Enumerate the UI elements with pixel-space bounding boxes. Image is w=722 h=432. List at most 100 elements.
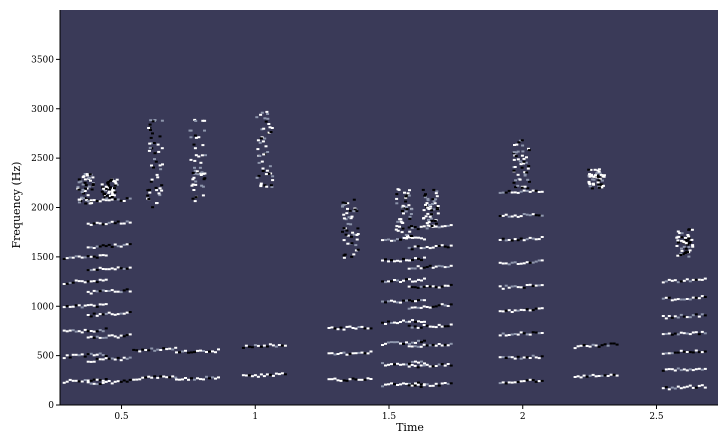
harmonic-mark xyxy=(387,320,390,323)
harmonic-mark xyxy=(384,281,387,284)
formant-mark xyxy=(158,135,162,138)
harmonic-mark xyxy=(440,225,444,228)
formant-mark xyxy=(429,205,433,208)
formant-mark xyxy=(146,194,150,197)
harmonic-mark xyxy=(405,259,408,262)
harmonic-mark xyxy=(591,373,595,376)
harmonic-mark xyxy=(703,296,707,298)
harmonic-mark xyxy=(516,263,520,265)
harmonic-mark xyxy=(694,296,698,299)
formant-mark xyxy=(258,155,262,157)
formant-mark xyxy=(516,173,520,176)
harmonic-mark xyxy=(193,378,196,381)
formant-mark xyxy=(156,176,160,179)
harmonic-mark xyxy=(122,312,126,315)
harmonic-mark xyxy=(107,290,111,292)
formant-mark xyxy=(113,180,117,183)
harmonic-mark xyxy=(437,304,441,307)
harmonic-mark xyxy=(685,278,689,281)
harmonic-mark xyxy=(504,309,508,312)
harmonic-mark xyxy=(576,345,580,348)
harmonic-mark xyxy=(256,375,260,378)
harmonic-mark xyxy=(498,191,502,194)
formant-mark xyxy=(156,143,160,146)
harmonic-mark xyxy=(522,356,526,359)
harmonic-mark xyxy=(422,247,426,250)
harmonic-mark xyxy=(416,345,420,348)
harmonic-mark xyxy=(168,347,172,350)
harmonic-mark xyxy=(119,380,123,383)
harmonic-mark xyxy=(682,350,686,353)
harmonic-mark xyxy=(89,335,93,338)
harmonic-mark xyxy=(119,267,123,270)
harmonic-mark xyxy=(688,351,692,354)
harmonic-mark xyxy=(703,277,707,280)
harmonic-mark xyxy=(68,281,72,284)
formant-mark xyxy=(595,172,598,175)
formant-mark xyxy=(269,131,273,133)
harmonic-mark xyxy=(420,279,423,282)
formant-mark xyxy=(425,202,429,205)
harmonic-mark xyxy=(89,223,93,226)
harmonic-mark xyxy=(92,312,96,315)
spectrogram-marks xyxy=(62,110,707,391)
harmonic-mark xyxy=(92,378,96,381)
formant-mark xyxy=(193,166,196,169)
harmonic-mark xyxy=(271,344,275,347)
harmonic-mark xyxy=(582,344,586,346)
harmonic-mark xyxy=(606,344,610,347)
harmonic-mark xyxy=(449,323,453,326)
formant-mark xyxy=(84,202,88,205)
harmonic-mark xyxy=(95,200,99,202)
formant-mark xyxy=(153,152,157,155)
harmonic-mark xyxy=(507,334,511,336)
harmonic-mark xyxy=(175,351,178,354)
harmonic-mark xyxy=(664,352,668,355)
formant-mark xyxy=(255,176,259,179)
formant-mark xyxy=(430,213,434,216)
formant-mark xyxy=(676,241,680,244)
formant-mark xyxy=(410,235,413,237)
formant-mark xyxy=(342,217,346,220)
harmonic-mark xyxy=(676,333,680,336)
harmonic-mark xyxy=(345,379,349,382)
harmonic-mark xyxy=(92,382,96,385)
harmonic-mark xyxy=(673,298,677,301)
harmonic-mark xyxy=(190,351,193,354)
formant-mark xyxy=(83,173,87,175)
formant-mark xyxy=(160,189,164,192)
harmonic-mark xyxy=(413,267,417,270)
formant-mark xyxy=(78,198,82,201)
formant-mark xyxy=(427,208,431,210)
harmonic-mark xyxy=(531,261,535,264)
harmonic-mark xyxy=(446,284,450,287)
harmonic-mark xyxy=(250,375,254,378)
formant-mark xyxy=(520,154,524,157)
harmonic-mark xyxy=(434,326,438,329)
harmonic-mark xyxy=(420,321,423,323)
formant-mark xyxy=(261,167,265,170)
harmonic-mark xyxy=(89,315,93,318)
formant-mark xyxy=(521,150,525,153)
harmonic-mark xyxy=(384,364,387,367)
y-tick-label: 1000 xyxy=(31,302,54,312)
formant-mark xyxy=(435,195,439,198)
harmonic-mark xyxy=(83,281,87,284)
harmonic-mark xyxy=(516,215,520,218)
harmonic-mark xyxy=(80,280,84,283)
harmonic-mark xyxy=(104,357,108,360)
harmonic-mark xyxy=(241,374,245,377)
harmonic-mark xyxy=(417,320,420,323)
harmonic-mark xyxy=(396,362,399,365)
harmonic-mark xyxy=(410,306,414,309)
harmonic-mark xyxy=(420,237,423,240)
harmonic-mark xyxy=(381,239,384,242)
harmonic-mark xyxy=(691,278,695,281)
harmonic-mark xyxy=(402,279,405,282)
formant-mark xyxy=(193,147,197,150)
harmonic-mark xyxy=(71,256,75,259)
formant-mark xyxy=(513,166,517,168)
harmonic-mark xyxy=(449,264,453,267)
harmonic-mark xyxy=(534,356,538,359)
formant-mark xyxy=(680,232,684,235)
